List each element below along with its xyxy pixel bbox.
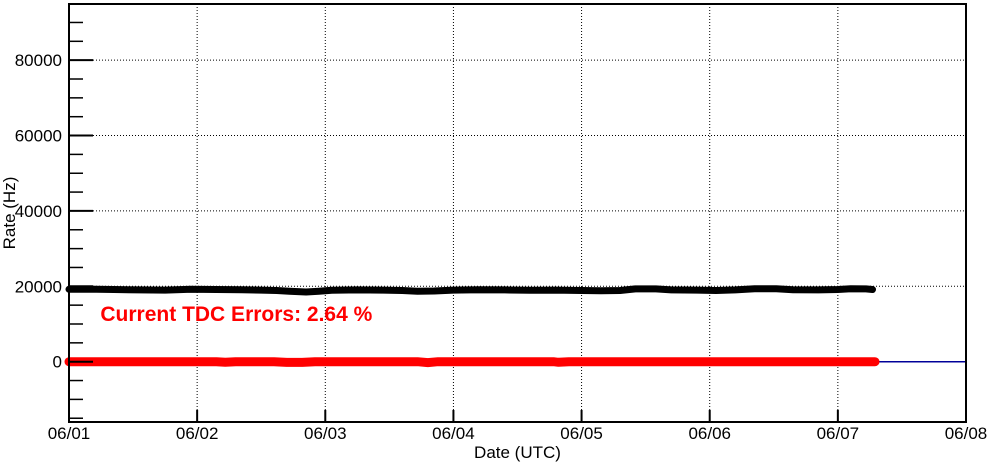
x-tick-label-06/05: 06/05 [560,424,603,443]
y-tick-label-60000: 60000 [15,127,62,146]
x-tick-label-06/04: 06/04 [432,424,475,443]
x-tick-label-06/08: 06/08 [945,424,988,443]
x-tick-label-06/07: 06/07 [817,424,860,443]
x-tick-label-06/02: 06/02 [176,424,219,443]
x-tick-label-06/01: 06/01 [48,424,91,443]
y-tick-label-20000: 20000 [15,277,62,296]
y-tick-label-0: 0 [53,353,62,372]
y-axis-title: Rate (Hz) [0,177,19,250]
x-axis-title: Date (UTC) [474,443,561,462]
series-rate-black [65,285,876,296]
y-tick-label-80000: 80000 [15,51,62,70]
y-tick-label-40000: 40000 [15,202,62,221]
x-tick-label-06/06: 06/06 [688,424,731,443]
series-tdc-errors-red [64,357,880,368]
x-tick-label-06/03: 06/03 [304,424,347,443]
plot-frame [68,3,967,423]
tdc-errors-annotation: Current TDC Errors: 2.64 % [100,303,372,326]
